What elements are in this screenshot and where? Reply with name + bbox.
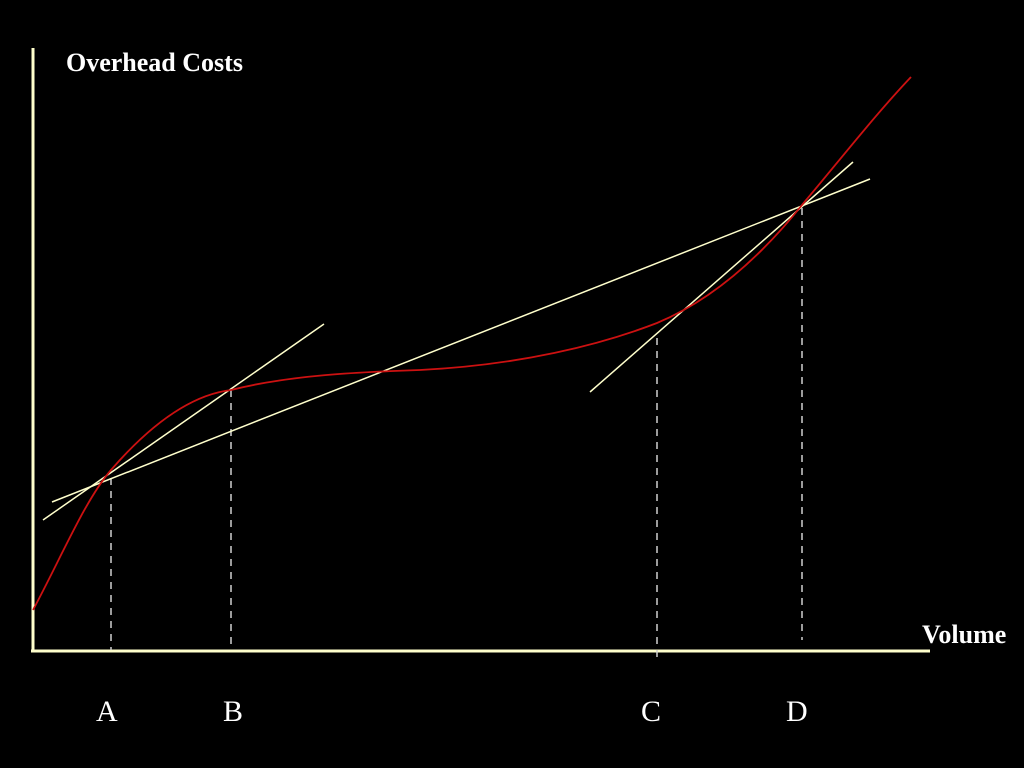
point-label-c: C [641,695,661,728]
secant-line-a-b [42,323,325,521]
x-axis-title: Volume [922,620,1006,649]
point-label-a: A [96,695,118,728]
point-label-d: D [786,695,808,728]
secant-line-a-d [51,178,871,503]
point-label-b: B [223,695,243,728]
secant-line-c-d [589,161,854,393]
overhead-cost-curve [32,76,912,611]
y-axis-title: Overhead Costs [66,48,243,77]
